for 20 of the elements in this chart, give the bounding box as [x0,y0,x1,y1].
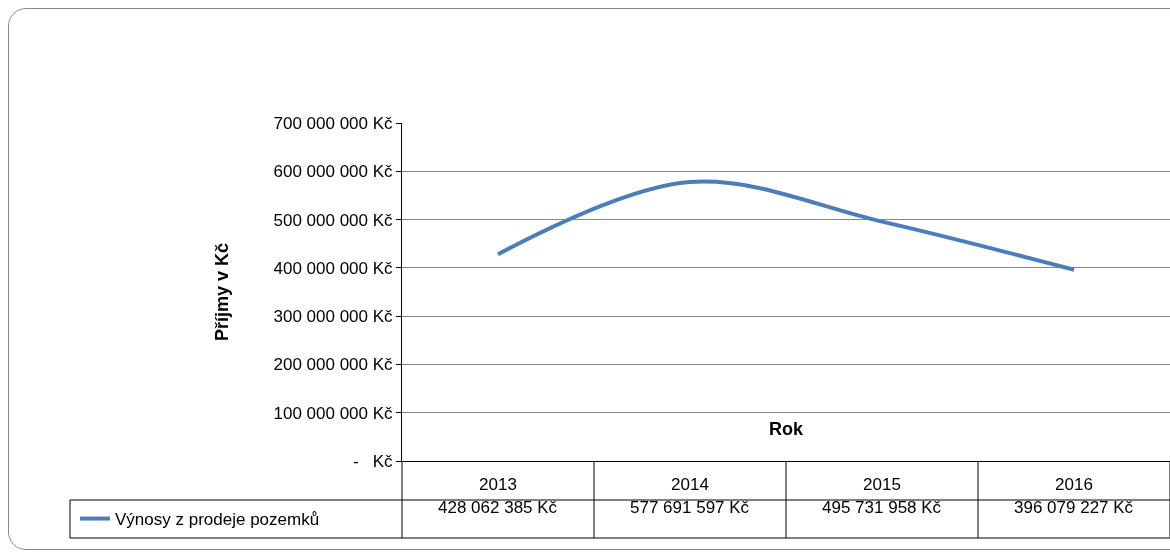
line-series [496,179,1076,272]
x-tick-label: 2015 [863,475,901,495]
data-label: 396 079 227 Kč [1014,498,1134,517]
y-tick-label: 400 000 000 Kč [273,258,394,278]
x-tick-label: 2016 [1055,475,1093,495]
y-tick-label: 100 000 000 Kč [273,403,394,423]
x-tick-label: 2013 [479,475,517,495]
data-label: 577 691 597 Kč [630,498,750,517]
y-tick-label: 700 000 000 Kč [273,113,394,133]
x-axis-title: Rok [769,419,804,439]
y-tick-label: 600 000 000 Kč [273,162,394,182]
data-label: 428 062 385 Kč [438,498,558,517]
data-label: 495 731 958 Kč [822,498,942,517]
y-tick-label: 300 000 000 Kč [273,307,394,327]
y-tick-label: - Kč [352,451,394,471]
y-tick-label: 500 000 000 Kč [273,210,394,230]
x-tick-label: 2014 [671,475,709,495]
y-tick-label: 200 000 000 Kč [273,355,394,375]
legend-label: Výnosy z prodeje pozemků [115,510,320,530]
y-axis-title: Příjmy v Kč [211,242,232,342]
